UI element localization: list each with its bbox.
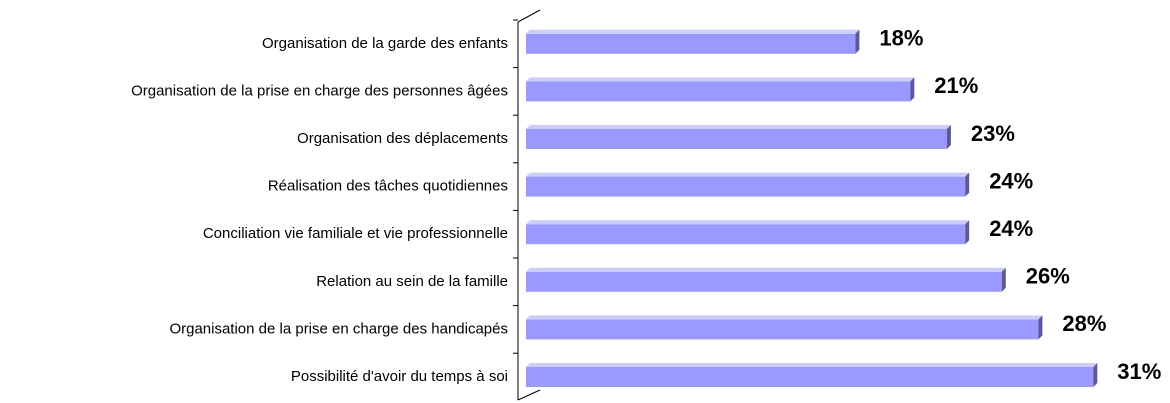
data-label: 24%	[989, 216, 1033, 241]
y-tick-label: Organisation de la prise en charge des h…	[169, 320, 508, 337]
data-label: 21%	[934, 73, 978, 98]
bar-end	[855, 29, 860, 54]
bar	[526, 33, 856, 54]
bar-top	[526, 77, 915, 82]
bar-end	[1001, 267, 1006, 292]
bar-end	[965, 172, 970, 197]
data-label: 26%	[1026, 264, 1070, 289]
bar-top	[526, 267, 1006, 272]
bar-top	[526, 172, 970, 177]
y-tick-label: Possibilité d'avoir du temps à soi	[291, 368, 508, 385]
bar-end	[910, 77, 915, 102]
bar-top	[526, 315, 1043, 320]
y-tick-label: Organisation des déplacements	[297, 130, 508, 147]
y-tick-label: Organisation de la garde des enfants	[262, 35, 508, 52]
bar-end	[1093, 363, 1098, 387]
data-label: 31%	[1117, 359, 1161, 384]
bar	[526, 271, 1002, 292]
bar	[526, 319, 1039, 340]
bar-end	[946, 125, 951, 149]
axis-wall	[517, 9, 541, 401]
bar-top	[526, 29, 860, 34]
y-tick-label: Relation au sein de la famille	[316, 273, 508, 290]
axis-depth	[517, 9, 541, 23]
bar-top	[526, 220, 970, 225]
bar	[526, 129, 947, 149]
y-tick-label: Organisation de la prise en charge des p…	[131, 82, 508, 99]
bar-top	[526, 125, 951, 129]
bar	[526, 367, 1094, 387]
bar	[526, 81, 911, 102]
data-label: 24%	[989, 168, 1033, 193]
bar-top	[526, 363, 1098, 367]
bar-end	[965, 220, 970, 245]
y-tick-label: Réalisation des tâches quotidiennes	[268, 178, 508, 195]
bar-end	[1038, 315, 1043, 340]
data-label: 18%	[879, 26, 923, 51]
axis-depth	[517, 389, 541, 401]
data-label: 28%	[1062, 311, 1106, 336]
data-label: 23%	[971, 121, 1015, 146]
y-tick-label: Conciliation vie familiale et vie profes…	[203, 225, 508, 242]
bar	[526, 176, 966, 197]
bar	[526, 224, 966, 245]
